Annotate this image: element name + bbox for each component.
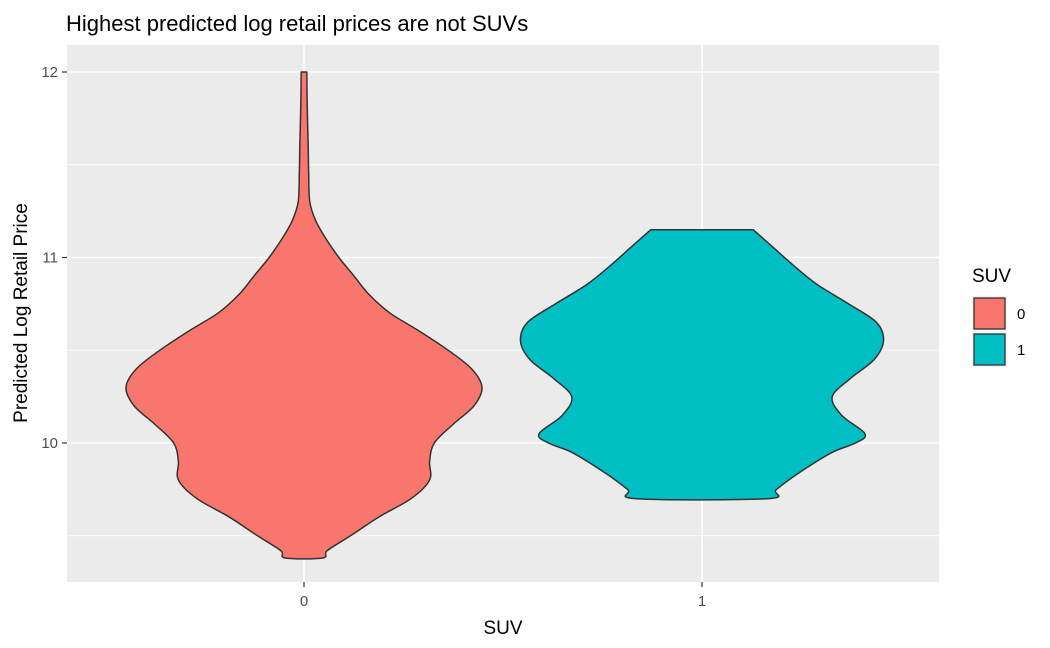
legend-title: SUV bbox=[972, 266, 1011, 287]
legend-label-0: 0 bbox=[1017, 306, 1025, 323]
x-axis-label: SUV bbox=[483, 618, 522, 639]
violin-1 bbox=[519, 228, 885, 501]
legend: SUV 0 1 bbox=[972, 266, 1025, 367]
chart-title: Highest predicted log retail prices are … bbox=[66, 11, 528, 36]
y-tick-label: 11 bbox=[42, 250, 58, 267]
legend-key-1 bbox=[973, 333, 1006, 366]
x-tick-label: 0 bbox=[300, 593, 308, 610]
legend-label-1: 1 bbox=[1017, 342, 1025, 359]
legend-key-0 bbox=[973, 297, 1006, 330]
y-tick-label: 12 bbox=[41, 64, 58, 81]
violins bbox=[125, 71, 885, 560]
x-tick-label: 1 bbox=[698, 593, 706, 610]
y-tick-label: 10 bbox=[41, 435, 58, 452]
y-axis-label: Predicted Log Retail Price bbox=[11, 203, 32, 423]
y-axis-ticks: 10 11 12 bbox=[41, 64, 67, 452]
violin-0 bbox=[125, 71, 483, 560]
